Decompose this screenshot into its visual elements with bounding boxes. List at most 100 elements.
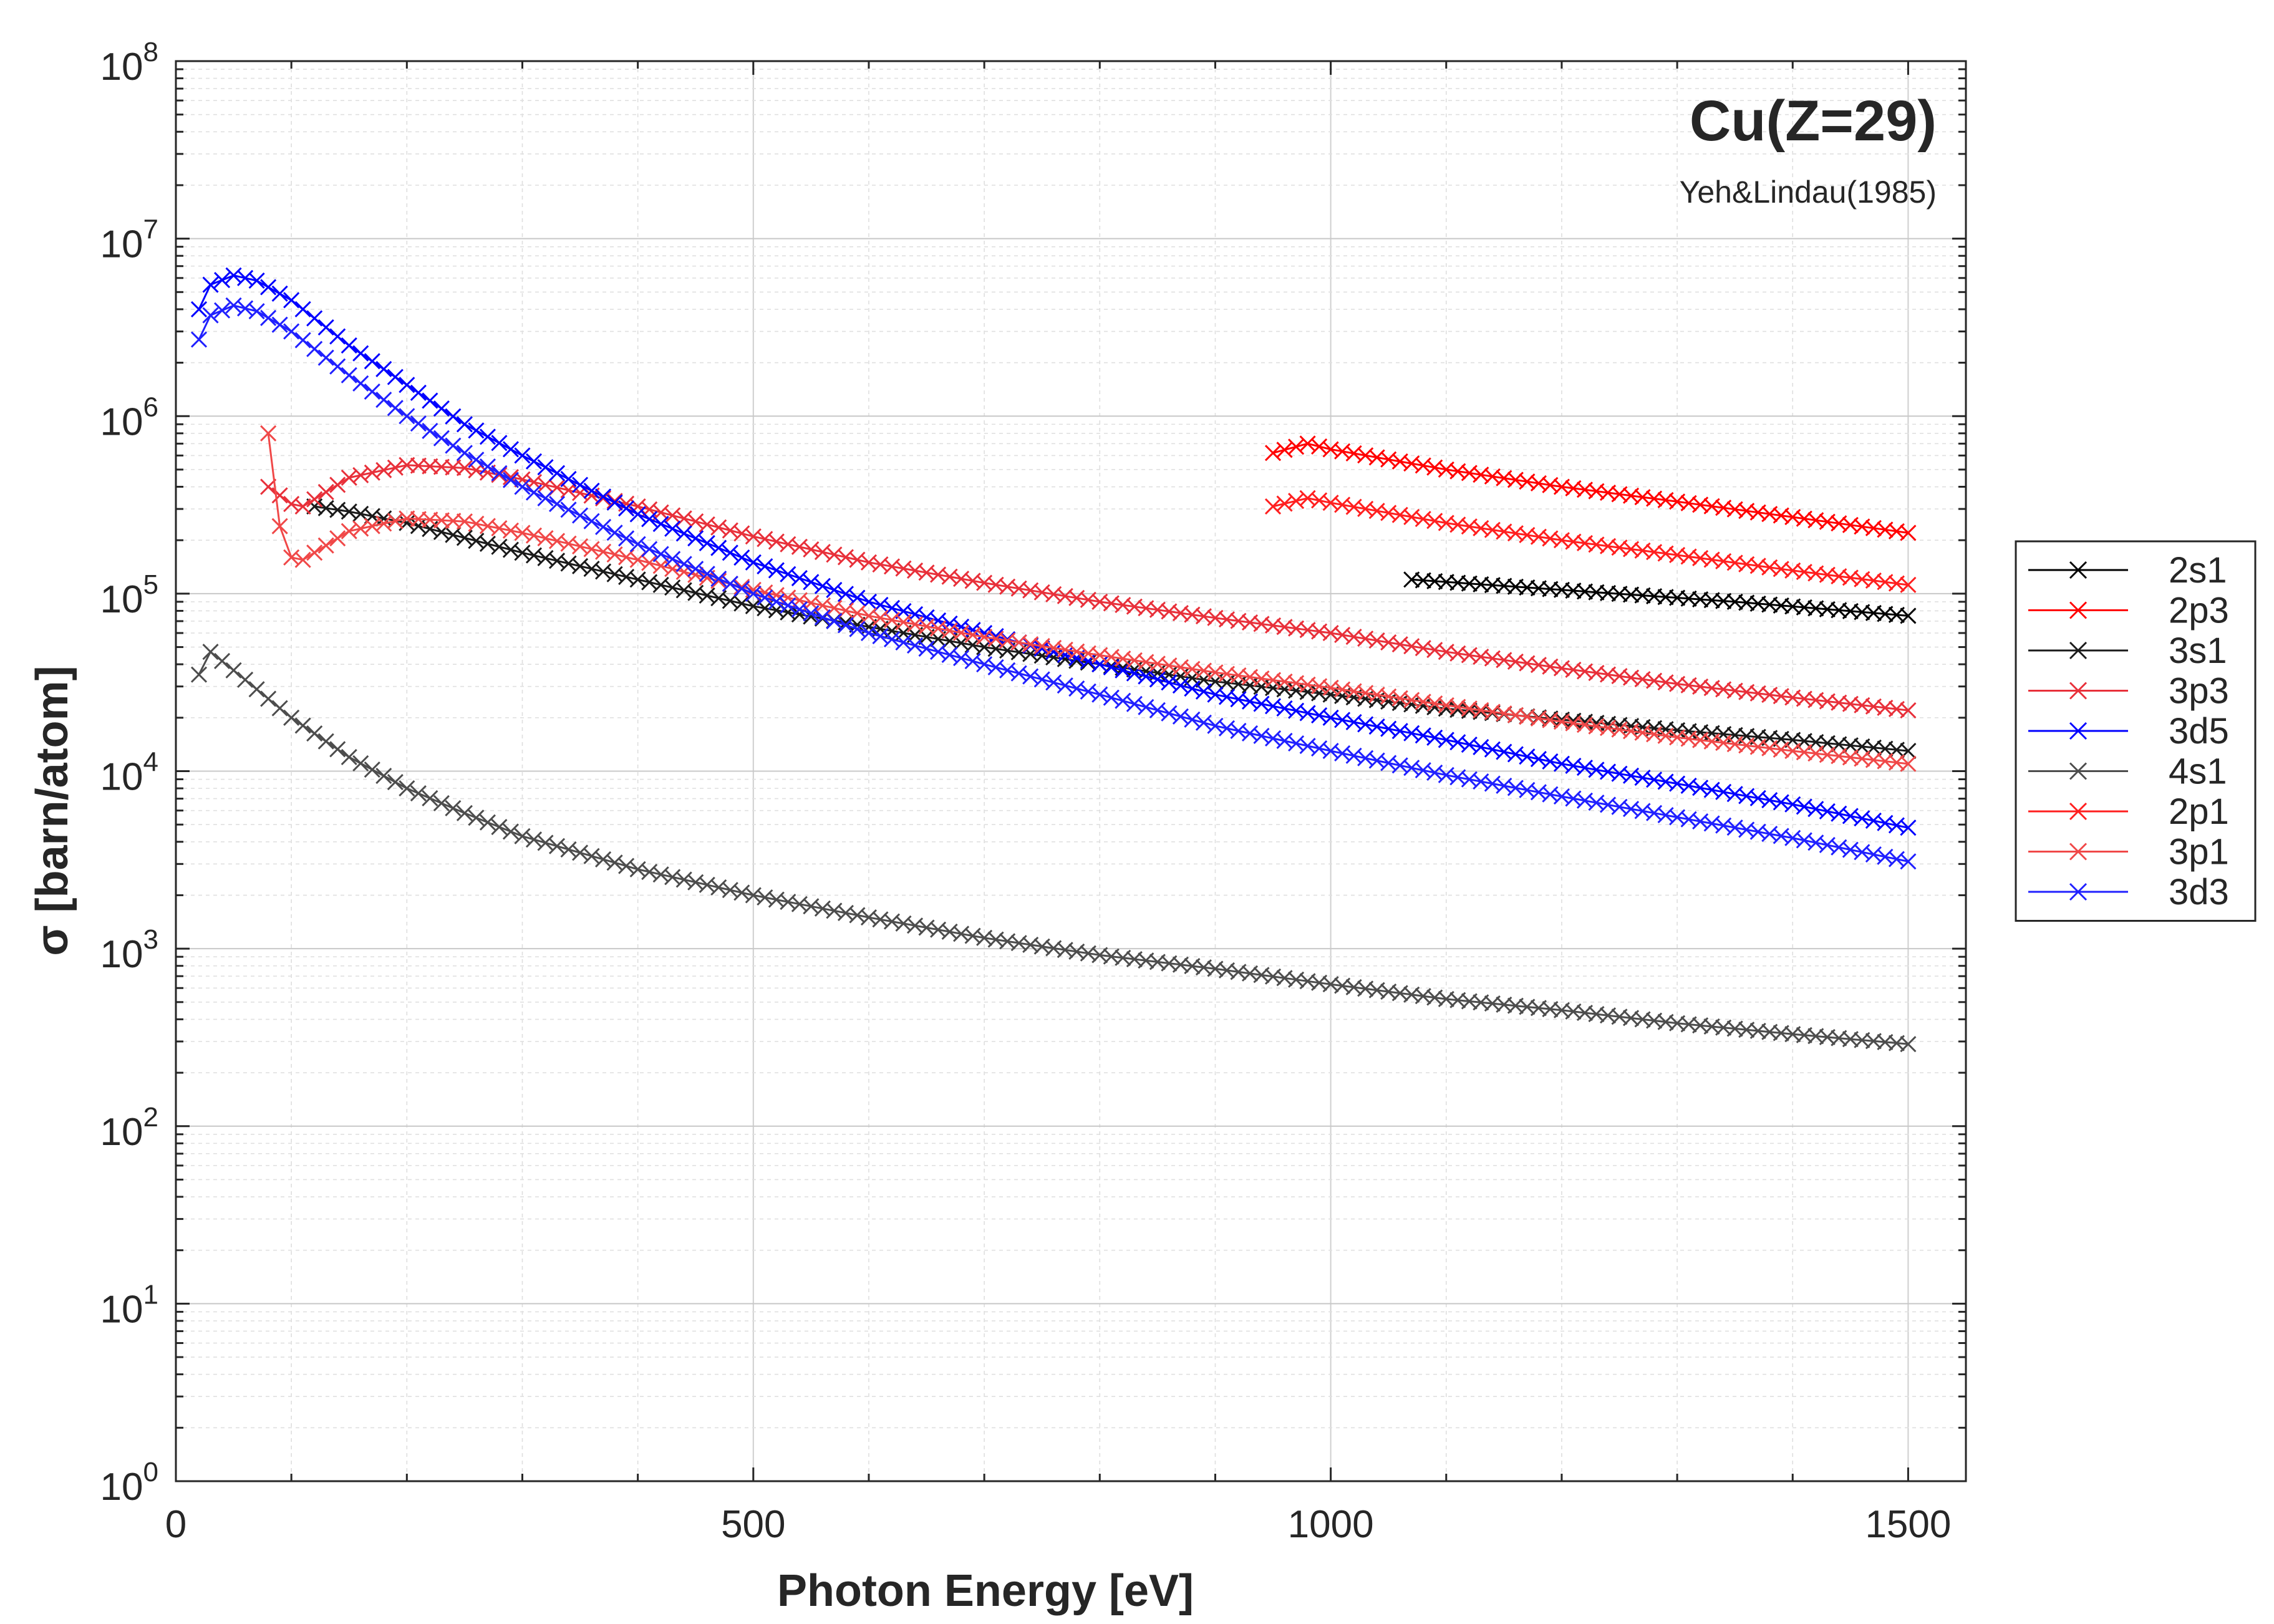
series-marker xyxy=(491,818,508,836)
series-marker xyxy=(341,367,357,384)
series-marker xyxy=(445,526,462,543)
series-marker xyxy=(999,662,1016,679)
legend-entry-3d5: 3d5 xyxy=(2028,711,2229,752)
series-marker xyxy=(768,562,785,579)
legend-marker xyxy=(2069,601,2088,619)
x-tick-label: 1000 xyxy=(1288,1503,1374,1546)
series-marker xyxy=(352,345,369,362)
series-line xyxy=(1272,442,1909,534)
series-marker xyxy=(1010,665,1027,682)
series-marker xyxy=(548,465,566,481)
series-marker xyxy=(329,358,346,375)
series-marker xyxy=(606,494,623,511)
series-marker xyxy=(294,717,311,734)
series-marker xyxy=(941,647,958,664)
series-marker xyxy=(699,516,715,533)
series-marker xyxy=(537,490,554,506)
legend-entry-4s1: 4s1 xyxy=(2028,752,2227,792)
series-marker xyxy=(294,332,311,349)
series-marker xyxy=(595,851,612,868)
series-marker xyxy=(757,589,773,606)
chart-subtitle: Yeh&Lindau(1985) xyxy=(1680,175,1937,210)
legend-entry-2s1: 2s1 xyxy=(2028,550,2227,591)
series-marker xyxy=(433,400,450,417)
series-marker xyxy=(1276,442,1293,458)
legend-label: 2p3 xyxy=(2169,591,2229,631)
series-marker xyxy=(306,544,323,561)
series-marker xyxy=(745,554,762,571)
series-marker xyxy=(317,537,334,554)
series-marker xyxy=(1115,662,1131,679)
series-marker xyxy=(987,659,1004,676)
series-marker xyxy=(283,323,300,340)
series-marker xyxy=(722,575,738,592)
legend-marker xyxy=(2069,882,2088,901)
legend-marker xyxy=(2069,762,2088,780)
series-marker xyxy=(422,392,438,409)
series-marker xyxy=(572,507,589,524)
series-marker xyxy=(341,748,357,766)
series-marker xyxy=(1184,680,1201,697)
series-marker xyxy=(814,578,831,594)
series-marker xyxy=(456,805,473,821)
series-line xyxy=(1411,578,1909,617)
series-marker xyxy=(214,272,231,289)
series-marker xyxy=(1149,671,1166,688)
series-marker xyxy=(399,377,415,394)
series-marker xyxy=(375,391,392,408)
series-marker xyxy=(618,530,635,547)
x-tick-label: 500 xyxy=(721,1503,785,1546)
legend-marker xyxy=(2069,641,2088,660)
series-3p1 xyxy=(260,425,1917,772)
series-marker xyxy=(190,301,208,317)
series-marker xyxy=(664,551,681,568)
series-marker xyxy=(1161,705,1178,722)
series-marker xyxy=(733,525,750,542)
series-marker xyxy=(317,319,334,336)
series-marker xyxy=(237,671,254,689)
series-marker xyxy=(1080,653,1096,670)
series-marker xyxy=(687,530,704,547)
legend-marker xyxy=(2069,561,2088,579)
series-marker xyxy=(606,854,623,871)
series-marker xyxy=(618,500,635,517)
series-marker xyxy=(1161,674,1178,691)
series-marker xyxy=(514,828,531,844)
series-marker xyxy=(722,522,738,539)
series-marker xyxy=(260,425,277,442)
series-marker xyxy=(456,529,473,546)
series-marker xyxy=(445,800,462,816)
series-2s1 xyxy=(1403,571,1917,624)
series-marker xyxy=(791,601,808,618)
series-marker xyxy=(652,504,669,521)
series-marker xyxy=(225,662,242,679)
series-marker xyxy=(710,571,727,587)
series-marker xyxy=(1080,683,1096,700)
series-marker xyxy=(410,384,427,401)
series-marker xyxy=(202,644,219,660)
series-marker xyxy=(652,558,669,574)
series-marker xyxy=(306,491,323,508)
series-marker xyxy=(456,445,473,462)
series-marker xyxy=(1103,689,1120,706)
series-marker xyxy=(283,292,300,309)
legend-entry-3p1: 3p1 xyxy=(2028,832,2229,872)
series-marker xyxy=(468,533,485,549)
series-marker xyxy=(791,569,808,587)
legend-entry-3p3: 3p3 xyxy=(2028,671,2229,712)
series-marker xyxy=(664,520,681,537)
series-marker xyxy=(641,511,658,528)
series-marker xyxy=(1900,524,1917,541)
legend-entry-2p1: 2p1 xyxy=(2028,791,2229,832)
series-marker xyxy=(271,316,288,333)
series-marker xyxy=(399,780,415,797)
series-marker xyxy=(399,408,415,425)
series-marker xyxy=(699,566,715,582)
series-marker xyxy=(803,574,820,591)
series-marker xyxy=(1195,714,1212,731)
series-marker xyxy=(629,536,646,553)
series-marker xyxy=(214,302,231,319)
series-marker xyxy=(964,653,981,670)
series-marker xyxy=(606,524,623,541)
